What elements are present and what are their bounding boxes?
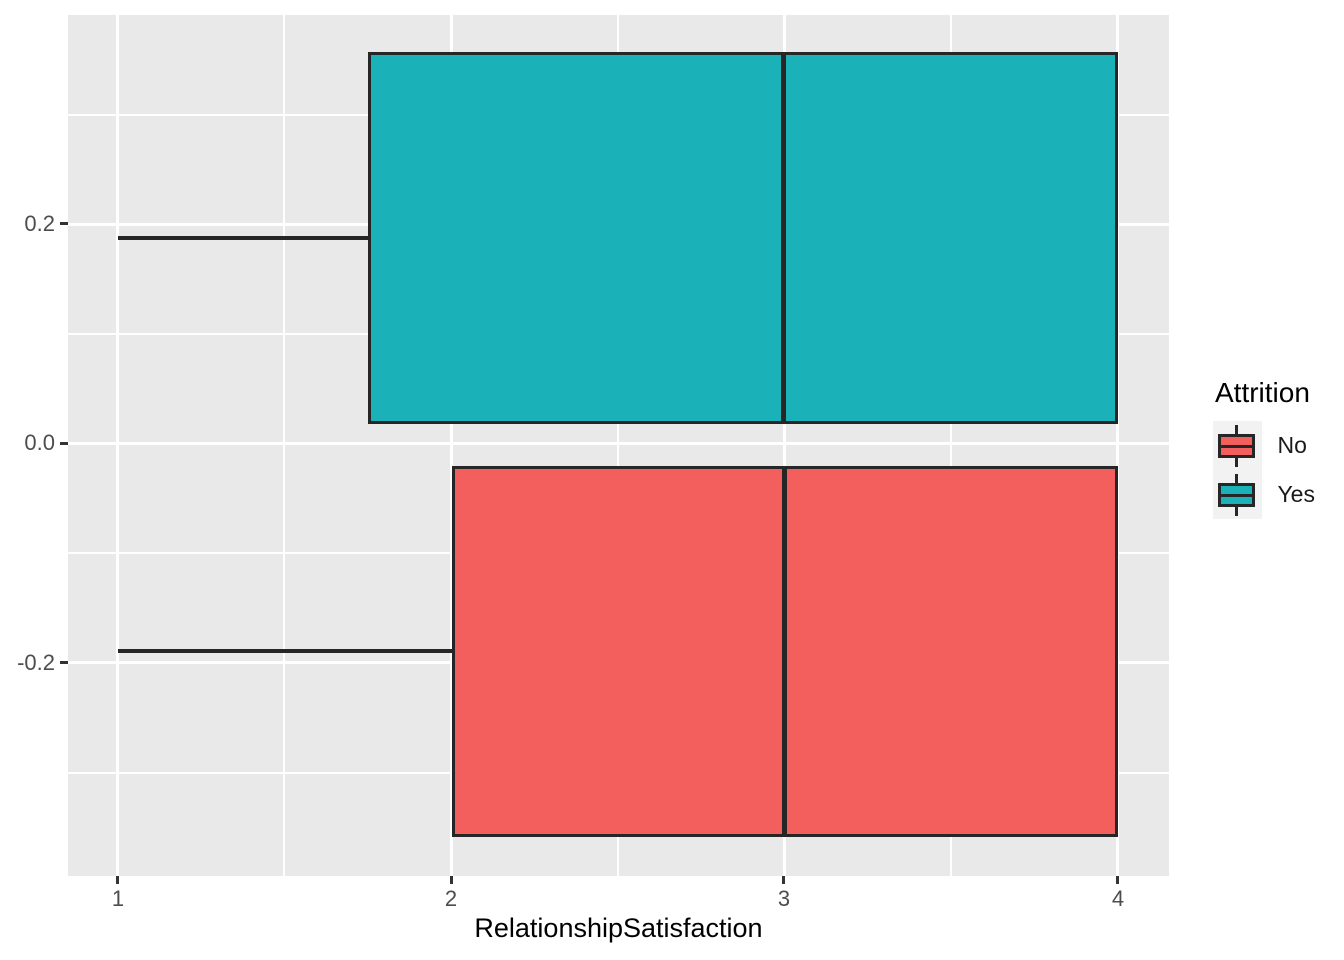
x-tick-mark-4 [1116, 876, 1119, 884]
legend-label-no: No [1277, 432, 1307, 458]
y-tick-mark-0p0 [60, 442, 68, 445]
boxplot-glyph-whisker-icon [1235, 506, 1238, 516]
y-tick-label-0p2: 0.2 [24, 211, 55, 236]
legend-key-yes [1213, 470, 1262, 519]
legend-entry-yes: Yes [1213, 470, 1333, 519]
gridline-x-4 [1116, 15, 1119, 876]
y-tick-mark-0p2 [60, 222, 68, 225]
x-tick-label-3: 3 [777, 886, 791, 911]
boxplot-glyph-whisker-icon [1235, 457, 1238, 467]
boxplot-yes-whisker [118, 236, 368, 240]
x-tick-label-1: 1 [111, 886, 125, 911]
y-tick-label-0p0: 0.0 [24, 430, 55, 455]
legend: Attrition No Yes [1213, 377, 1333, 519]
boxplot-yes-median [781, 55, 786, 421]
gridline-x-minor-3 [950, 15, 952, 876]
x-tick-label-2: 2 [444, 886, 458, 911]
boxplot-no-box [452, 466, 1118, 837]
gridline-x-1 [116, 15, 119, 876]
boxplot-glyph-whisker-icon [1235, 425, 1238, 435]
y-tick-mark-n0p2 [60, 661, 68, 664]
x-axis-title: RelationshipSatisfaction [474, 913, 763, 943]
boxplot-no-median [782, 469, 787, 834]
boxplot-glyph-yes-icon [1218, 483, 1255, 507]
gridline-y-0p0 [68, 442, 1169, 445]
boxplot-no-whisker [118, 649, 452, 653]
boxplot-glyph-whisker-icon [1235, 474, 1238, 484]
legend-label-yes: Yes [1277, 481, 1315, 507]
legend-key-no [1213, 421, 1262, 470]
plot-panel [68, 15, 1169, 876]
legend-entry-no: No [1213, 421, 1333, 470]
boxplot-glyph-median-icon [1221, 494, 1252, 497]
x-tick-mark-3 [782, 876, 785, 884]
y-tick-label-n0p2: -0.2 [17, 650, 55, 675]
boxplot-yes-box [368, 52, 1118, 424]
x-tick-mark-1 [116, 876, 119, 884]
legend-title: Attrition [1215, 377, 1310, 408]
gridline-x-2 [450, 15, 453, 876]
gridline-x-3 [783, 15, 786, 876]
x-tick-mark-2 [450, 876, 453, 884]
boxplot-glyph-no-icon [1218, 434, 1255, 458]
gridline-x-minor-2 [617, 15, 619, 876]
boxplot-glyph-median-icon [1221, 445, 1252, 448]
gridline-x-minor-1 [283, 15, 285, 876]
x-tick-label-4: 4 [1111, 886, 1125, 911]
